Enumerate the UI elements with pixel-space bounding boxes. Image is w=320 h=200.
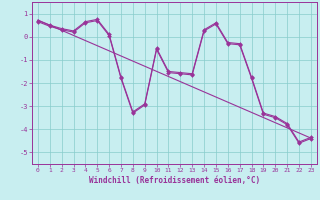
X-axis label: Windchill (Refroidissement éolien,°C): Windchill (Refroidissement éolien,°C) xyxy=(89,176,260,185)
